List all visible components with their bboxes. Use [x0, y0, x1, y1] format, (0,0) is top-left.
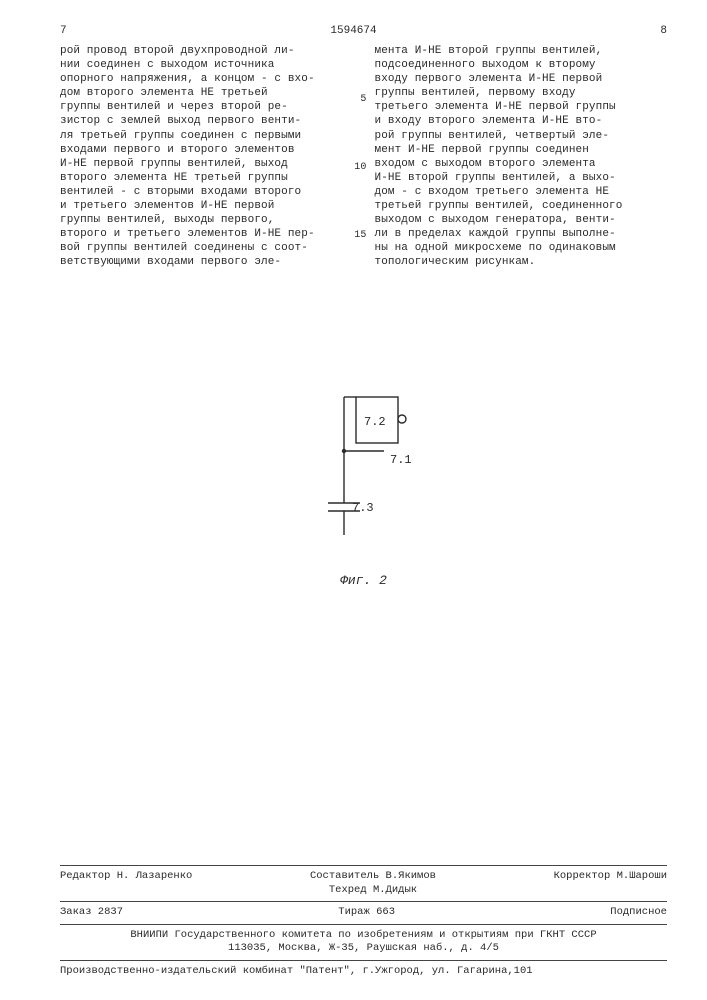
- svg-text:7.3: 7.3: [352, 501, 374, 515]
- page-number-left: 7: [60, 24, 100, 38]
- right-column-text: мента И-НЕ второй группы вентилей, подсо…: [375, 44, 668, 269]
- techred-credit: Техред М.Дидык: [329, 884, 417, 896]
- text-columns: 5 10 15 рой провод второй двухпроводной …: [60, 44, 667, 269]
- line-marker-5: 5: [360, 94, 366, 107]
- svg-text:7.2: 7.2: [364, 415, 386, 429]
- tirazh: Тираж 663: [338, 906, 395, 919]
- order-row: Заказ 2837 Тираж 663 Подписное: [60, 906, 667, 919]
- vniipi-line: ВНИИПИ Государственного комитета по изоб…: [60, 929, 667, 942]
- divider: [60, 901, 667, 902]
- editor-credit: Редактор Н. Лазаренко: [60, 870, 192, 897]
- vniipi-address: 113035, Москва, Ж-35, Раушская наб., д. …: [60, 942, 667, 955]
- footer: Редактор Н. Лазаренко Составитель В.Яким…: [60, 861, 667, 978]
- header-row: 7 1594674 8: [60, 24, 667, 38]
- left-column-text: рой провод второй двухпроводной ли- нии …: [60, 44, 353, 269]
- line-marker-15: 15: [354, 230, 366, 243]
- credits-row: Редактор Н. Лазаренко Составитель В.Яким…: [60, 870, 667, 897]
- printer-line: Производственно-издательский комбинат "П…: [60, 965, 667, 978]
- line-marker-10: 10: [354, 162, 366, 175]
- divider: [60, 960, 667, 961]
- podpisnoe: Подписное: [610, 906, 667, 919]
- figure-2: 7.2 7.1 7.3 Фиг. 2: [60, 389, 667, 590]
- circuit-diagram: 7.2 7.1 7.3: [304, 389, 424, 559]
- left-column: 5 10 15 рой провод второй двухпроводной …: [60, 44, 353, 269]
- page-number-right: 8: [627, 24, 667, 38]
- compiler-credit: Составитель В.Якимов: [310, 870, 436, 882]
- corrector-credit: Корректор М.Шароши: [554, 870, 667, 897]
- right-column: мента И-НЕ второй группы вентилей, подсо…: [375, 44, 668, 269]
- svg-text:7.1: 7.1: [390, 453, 412, 467]
- order-number: Заказ 2837: [60, 906, 123, 919]
- divider: [60, 865, 667, 866]
- document-number: 1594674: [330, 24, 376, 38]
- figure-caption: Фиг. 2: [340, 573, 387, 590]
- divider: [60, 924, 667, 925]
